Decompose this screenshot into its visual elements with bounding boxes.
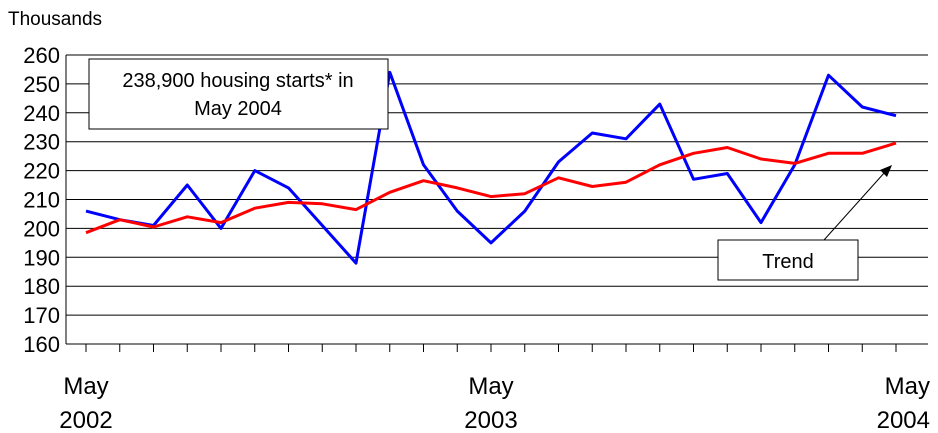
series-line-actual xyxy=(85,70,897,265)
y-tick-label: 210 xyxy=(23,188,60,213)
x-tick-label-month: May xyxy=(468,373,513,400)
x-tick-label-year: 2002 xyxy=(59,407,112,433)
axes: 160 170 180 190 200 210 220 230 240 250 260 May 2002… xyxy=(23,43,930,433)
y-tick-label: 240 xyxy=(23,101,60,126)
trend-arrowhead xyxy=(880,165,892,177)
callout-line-1: 238,900 housing starts* in xyxy=(122,70,353,92)
trend-label-box xyxy=(717,239,859,281)
x-tick-label-year: 2004 xyxy=(877,407,930,433)
x-tick-label-month: May xyxy=(885,373,930,400)
y-tick-label: 200 xyxy=(23,216,60,241)
y-tick-label: 260 xyxy=(23,43,60,68)
x-tick-label-month: May xyxy=(63,373,108,400)
callout-box xyxy=(88,58,389,130)
y-tick-label: 170 xyxy=(23,303,60,328)
trend-arrow-line xyxy=(823,171,886,241)
y-tick-label: 180 xyxy=(23,274,60,299)
trend-label: Trend xyxy=(762,251,814,273)
y-tick-label: 250 xyxy=(23,72,60,97)
x-tick-label-year: 2003 xyxy=(464,407,517,433)
y-tick-label: 160 xyxy=(23,332,60,357)
series xyxy=(85,70,897,265)
gridlines xyxy=(66,54,928,345)
y-tick-label: 220 xyxy=(23,159,60,184)
y-unit-label: Thousands xyxy=(8,9,102,30)
y-tick-label: 230 xyxy=(23,130,60,155)
y-tick-label: 190 xyxy=(23,245,60,270)
callout-line-2: May 2004 xyxy=(194,98,282,120)
series-line-trend xyxy=(85,141,897,235)
annotations: 238,900 housing starts* in May 2004 Tren… xyxy=(88,58,892,281)
